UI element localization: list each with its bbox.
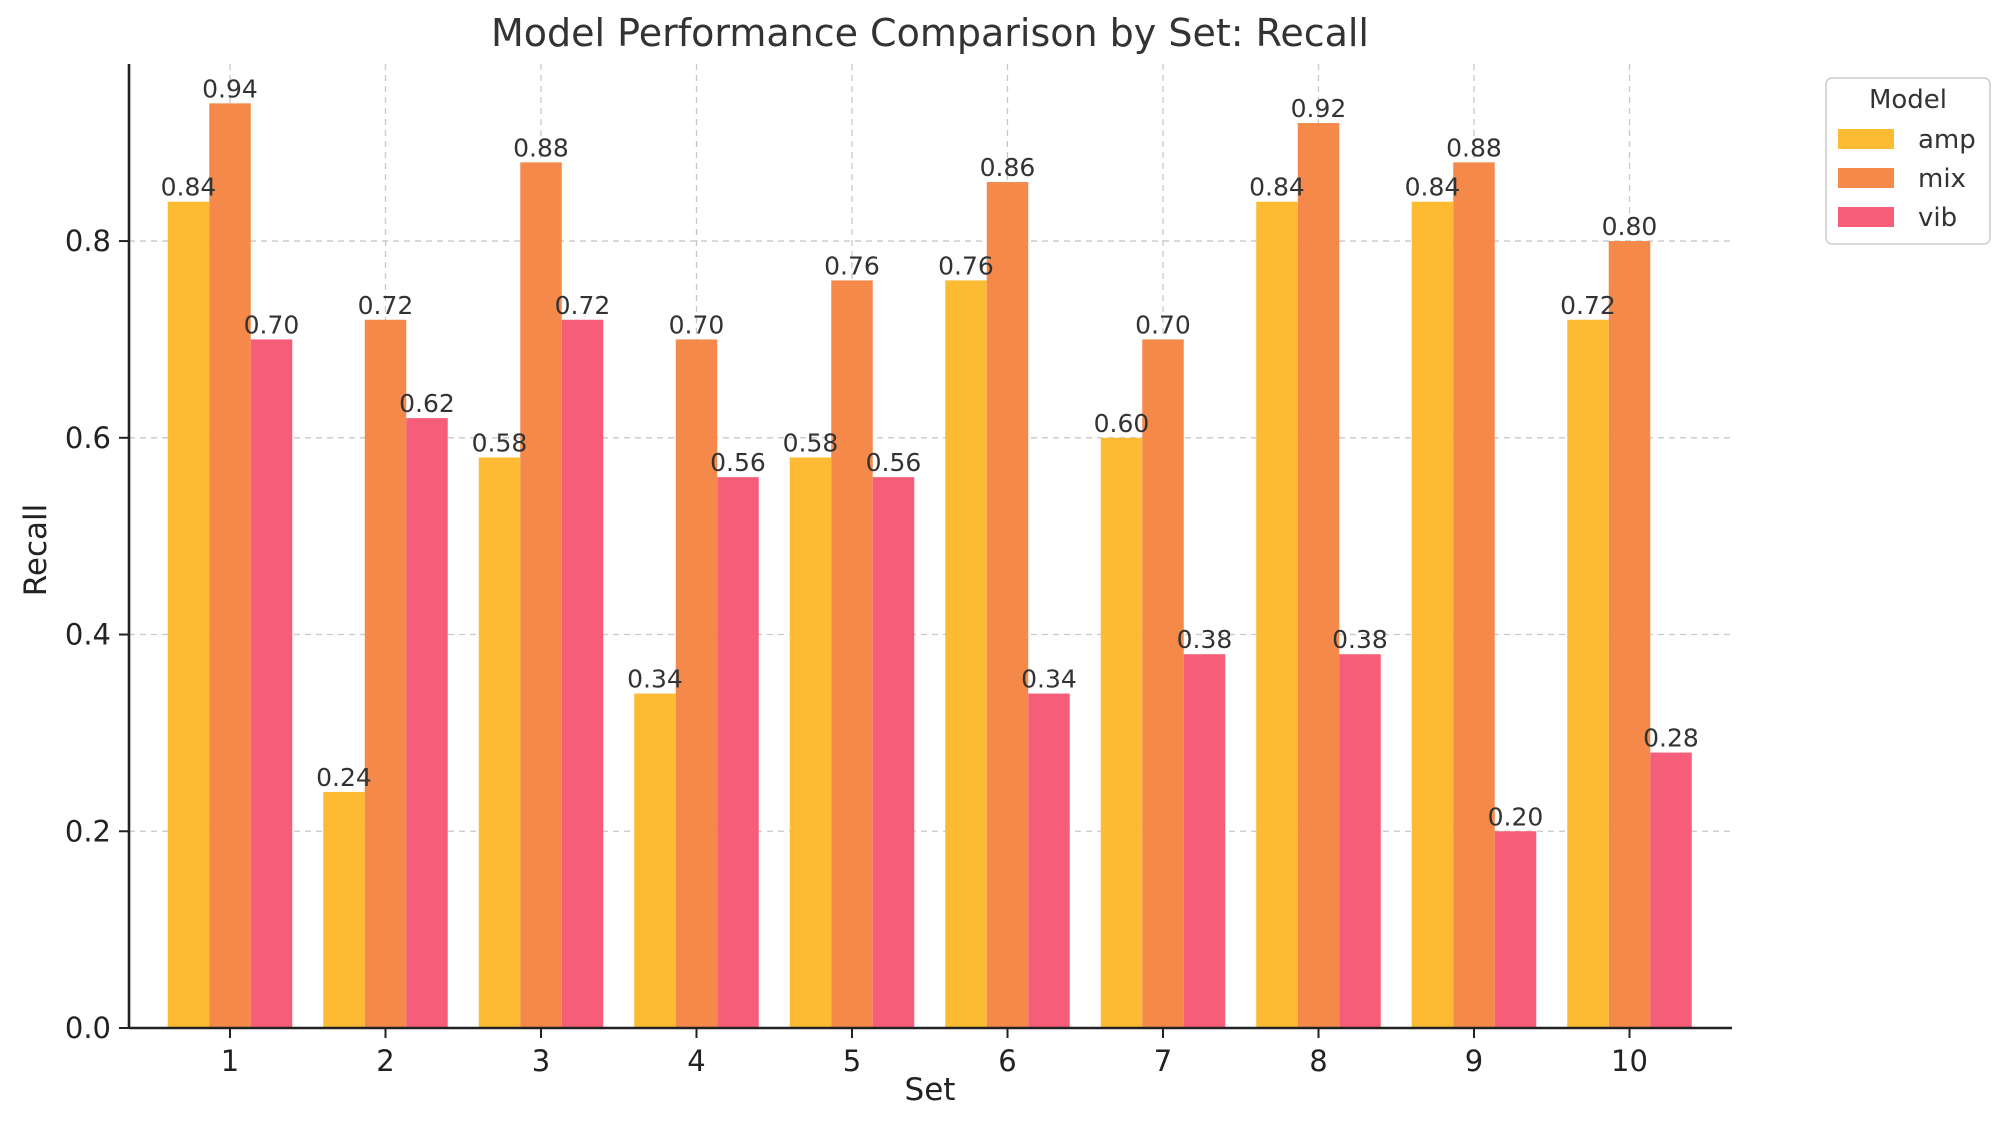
legend: Model amp mix vib xyxy=(1825,77,1991,245)
x-tick-label: 5 xyxy=(843,1044,861,1078)
bar-mix-set-2 xyxy=(364,319,407,1028)
legend-swatch-mix xyxy=(1838,168,1894,188)
data-label-vib-set-7: 0.38 xyxy=(1177,625,1233,654)
legend-swatch-amp xyxy=(1838,129,1894,149)
x-tick-label: 10 xyxy=(1611,1044,1648,1078)
data-label-vib-set-4: 0.56 xyxy=(710,448,766,477)
data-label-mix-set-3: 0.88 xyxy=(513,133,569,162)
data-label-amp-set-2: 0.24 xyxy=(316,763,372,792)
x-tick-label: 2 xyxy=(376,1044,394,1078)
data-label-vib-set-10: 0.28 xyxy=(1643,724,1699,753)
bar-amp-set-2 xyxy=(323,791,365,1028)
bar-vib-set-7 xyxy=(1183,654,1226,1028)
data-label-amp-set-3: 0.58 xyxy=(472,428,528,457)
bar-mix-set-7 xyxy=(1142,339,1184,1028)
axes-layer: 0.0 0.2 0.4 0.6 0.8 1 2 3 4 5 6 7 8 9 10 xyxy=(65,64,1732,1078)
data-label-amp-set-10: 0.72 xyxy=(1560,291,1616,320)
data-label-vib-set-5: 0.56 xyxy=(866,448,922,477)
bar-amp-set-8 xyxy=(1256,201,1298,1028)
data-labels-layer: 0.84 0.24 0.58 0.34 0.58 0.76 0.60 0.84 0.84 0.72… xyxy=(161,74,1699,831)
x-axis-label: Set xyxy=(905,1072,956,1108)
data-label-mix-set-1: 0.94 xyxy=(202,74,258,103)
bar-vib-set-2 xyxy=(406,418,448,1028)
data-label-mix-set-8: 0.92 xyxy=(1291,94,1347,123)
data-label-mix-set-6: 0.86 xyxy=(980,153,1036,182)
data-label-vib-set-1: 0.70 xyxy=(244,310,300,339)
y-axis-label: Recall xyxy=(18,504,54,597)
bar-amp-set-4 xyxy=(634,693,676,1028)
data-label-vib-set-9: 0.20 xyxy=(1488,802,1544,831)
x-tick-label: 4 xyxy=(687,1044,705,1078)
bar-vib-set-4 xyxy=(717,477,759,1029)
data-label-vib-set-8: 0.38 xyxy=(1332,625,1388,654)
bar-vib-set-8 xyxy=(1339,654,1381,1028)
data-label-vib-set-2: 0.62 xyxy=(399,389,455,418)
bar-vib-set-5 xyxy=(872,477,915,1029)
data-label-mix-set-7: 0.70 xyxy=(1135,310,1191,339)
data-label-amp-set-8: 0.84 xyxy=(1249,173,1305,202)
bar-amp-set-9 xyxy=(1411,201,1454,1028)
bar-mix-set-3 xyxy=(520,162,562,1029)
y-tick-label: 0.6 xyxy=(65,421,111,455)
legend-label-vib: vib xyxy=(1918,203,1957,233)
bar-vib-set-9 xyxy=(1494,831,1537,1028)
chart-title: Model Performance Comparison by Set: Rec… xyxy=(491,11,1369,55)
bar-amp-set-5 xyxy=(789,457,832,1029)
bar-amp-set-7 xyxy=(1100,437,1143,1029)
bar-mix-set-8 xyxy=(1297,123,1340,1029)
bar-mix-set-9 xyxy=(1453,162,1495,1029)
data-label-mix-set-2: 0.72 xyxy=(358,291,414,320)
data-label-mix-set-9: 0.88 xyxy=(1446,133,1502,162)
bar-mix-set-10 xyxy=(1608,241,1651,1028)
data-label-mix-set-5: 0.76 xyxy=(824,251,880,280)
bar-mix-set-4 xyxy=(675,339,718,1028)
bar-mix-set-1 xyxy=(209,103,251,1029)
bar-amp-set-1 xyxy=(167,201,210,1028)
data-label-amp-set-7: 0.60 xyxy=(1094,409,1150,438)
legend-label-mix: mix xyxy=(1918,164,1966,194)
bar-mix-set-6 xyxy=(986,182,1029,1028)
data-label-vib-set-6: 0.34 xyxy=(1021,665,1077,694)
data-label-amp-set-6: 0.76 xyxy=(938,251,994,280)
bar-amp-set-3 xyxy=(478,457,521,1029)
bar-amp-set-6 xyxy=(945,280,987,1028)
bar-vib-set-10 xyxy=(1650,752,1692,1028)
legend-label-amp: amp xyxy=(1918,125,1976,155)
x-tick-label: 7 xyxy=(1154,1044,1172,1078)
data-label-vib-set-3: 0.72 xyxy=(555,291,611,320)
bar-vib-set-3 xyxy=(561,319,604,1028)
x-tick-label: 1 xyxy=(221,1044,239,1078)
data-label-amp-set-9: 0.84 xyxy=(1405,173,1461,202)
legend-frame xyxy=(1825,77,1991,245)
y-tick-label: 0.2 xyxy=(65,814,111,848)
data-label-amp-set-5: 0.58 xyxy=(783,428,839,457)
bar-vib-set-1 xyxy=(250,339,293,1028)
x-tick-label: 8 xyxy=(1309,1044,1327,1078)
bar-amp-set-10 xyxy=(1567,319,1609,1028)
legend-title: Model xyxy=(1869,85,1947,115)
y-tick-label: 0.8 xyxy=(65,224,111,258)
data-label-amp-set-4: 0.34 xyxy=(627,665,683,694)
data-label-mix-set-10: 0.80 xyxy=(1602,212,1658,241)
legend-swatch-vib xyxy=(1838,207,1894,227)
data-label-mix-set-4: 0.70 xyxy=(669,310,725,339)
bar-mix-set-5 xyxy=(831,280,873,1028)
x-tick-label: 9 xyxy=(1465,1044,1483,1078)
bars-layer xyxy=(167,103,1692,1029)
y-tick-label: 0.4 xyxy=(65,618,111,652)
y-tick-label: 0.0 xyxy=(65,1011,111,1045)
x-tick-label: 6 xyxy=(998,1044,1016,1078)
legend-items: amp mix vib xyxy=(1838,125,1976,233)
x-tick-label: 3 xyxy=(532,1044,550,1078)
bar-vib-set-6 xyxy=(1028,693,1070,1028)
data-label-amp-set-1: 0.84 xyxy=(161,173,217,202)
